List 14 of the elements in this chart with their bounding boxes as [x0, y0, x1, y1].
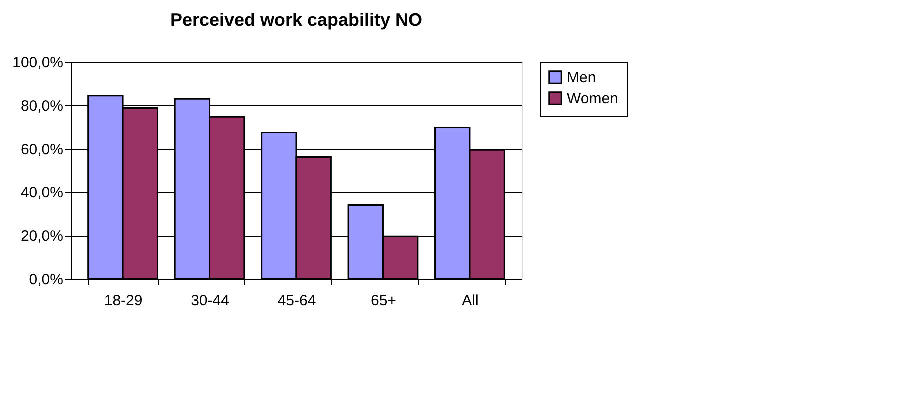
x-tick-label: 30-44: [191, 292, 230, 310]
x-tick-label: 18-29: [104, 292, 143, 310]
y-tick-label: 40,0%: [20, 184, 64, 202]
legend-label: Women: [567, 90, 618, 108]
x-tick-label: 45-64: [278, 292, 316, 310]
y-tick-label: 100,0%: [12, 54, 64, 72]
y-tick-label: 80,0%: [20, 98, 64, 115]
legend-label: Men: [567, 70, 596, 86]
y-tick-label: 0,0%: [29, 272, 64, 288]
x-tick-label: All: [462, 292, 479, 310]
x-tick-label: 65+: [371, 292, 397, 310]
y-tick-label: 20,0%: [20, 228, 64, 246]
chart-title: Perceived work capability NO: [170, 10, 423, 30]
y-tick-label: 60,0%: [20, 141, 64, 158]
